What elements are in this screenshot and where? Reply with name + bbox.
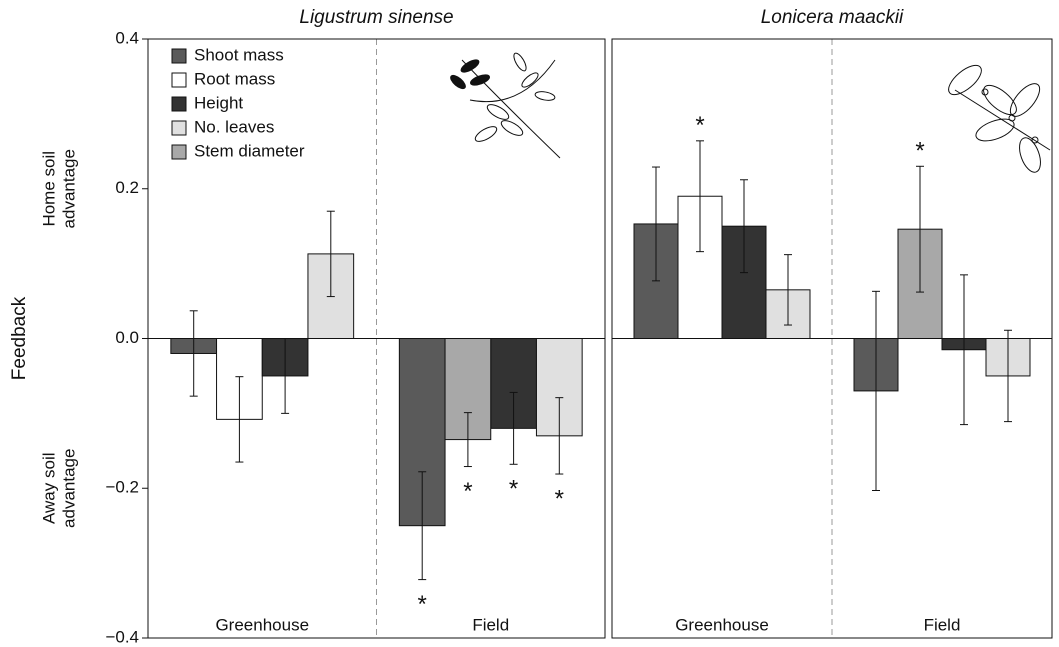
x-tick-label: Greenhouse bbox=[675, 615, 769, 634]
y-tick-label: 0.2 bbox=[115, 178, 139, 197]
y-annotation: advantage bbox=[59, 149, 78, 228]
panel-title: Ligustrum sinense bbox=[299, 7, 453, 28]
legend-swatch bbox=[172, 49, 186, 63]
legend-swatch bbox=[172, 145, 186, 159]
plant-sketch-lonicera bbox=[944, 60, 1050, 175]
plant-sketch-ligustrum bbox=[449, 51, 560, 158]
x-tick-label: Field bbox=[924, 615, 961, 634]
legend-label: No. leaves bbox=[194, 117, 274, 136]
x-tick-label: Greenhouse bbox=[215, 615, 309, 634]
legend-label: Stem diameter bbox=[194, 141, 305, 160]
y-tick-label: −0.2 bbox=[105, 478, 139, 497]
plot-layer: Ligustrum sinense Greenhouse Field * * * * −0.4… bbox=[9, 7, 1052, 646]
legend-swatch bbox=[172, 73, 186, 87]
y-annotation: advantage bbox=[59, 449, 78, 528]
y-tick-label: 0.4 bbox=[115, 28, 139, 47]
y-tick-label: 0.0 bbox=[115, 328, 139, 347]
legend-swatch bbox=[172, 121, 186, 135]
y-tick-label: −0.4 bbox=[105, 627, 139, 646]
legend-label: Root mass bbox=[194, 69, 275, 88]
significance-marker: * bbox=[463, 478, 472, 505]
panel-title: Lonicera maackii bbox=[761, 7, 904, 28]
x-tick-label: Field bbox=[472, 615, 509, 634]
legend-swatch bbox=[172, 97, 186, 111]
y-annotation: Home soil bbox=[39, 151, 58, 227]
y-annotation: Away soil bbox=[39, 453, 58, 525]
chart: Ligustrum sinense Greenhouse Field * * * * −0.4… bbox=[0, 0, 1059, 647]
legend-label: Shoot mass bbox=[194, 45, 284, 64]
legend-label: Height bbox=[194, 93, 243, 112]
significance-marker: * bbox=[418, 591, 427, 618]
y-axis-label: Feedback bbox=[9, 296, 30, 380]
significance-marker: * bbox=[695, 112, 704, 139]
significance-marker: * bbox=[509, 476, 518, 503]
significance-marker: * bbox=[915, 138, 924, 165]
significance-marker: * bbox=[555, 485, 564, 512]
